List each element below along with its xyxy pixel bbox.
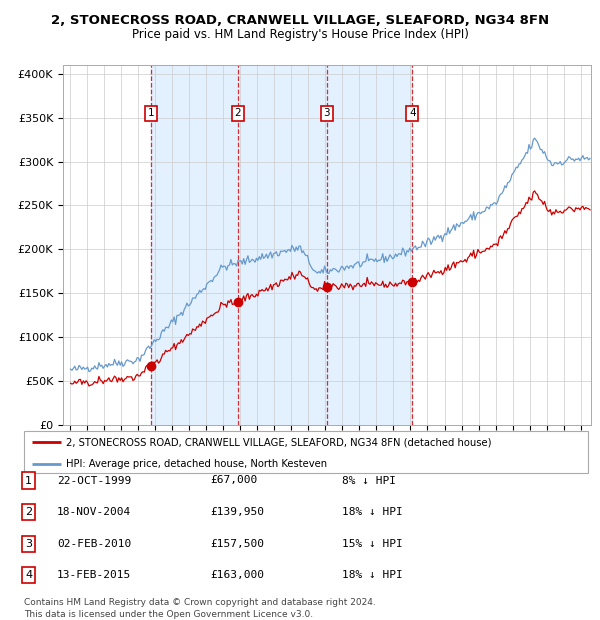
Text: £139,950: £139,950 [210, 507, 264, 517]
Text: 4: 4 [409, 108, 416, 118]
Text: HPI: Average price, detached house, North Kesteven: HPI: Average price, detached house, Nort… [66, 459, 328, 469]
Text: £163,000: £163,000 [210, 570, 264, 580]
Text: Contains HM Land Registry data © Crown copyright and database right 2024.
This d: Contains HM Land Registry data © Crown c… [24, 598, 376, 619]
Text: 22-OCT-1999: 22-OCT-1999 [57, 476, 131, 485]
Text: 2: 2 [235, 108, 241, 118]
Text: 4: 4 [25, 570, 32, 580]
Text: 18% ↓ HPI: 18% ↓ HPI [342, 570, 403, 580]
Text: Price paid vs. HM Land Registry's House Price Index (HPI): Price paid vs. HM Land Registry's House … [131, 28, 469, 41]
Text: £67,000: £67,000 [210, 476, 257, 485]
Text: 2, STONECROSS ROAD, CRANWELL VILLAGE, SLEAFORD, NG34 8FN: 2, STONECROSS ROAD, CRANWELL VILLAGE, SL… [51, 14, 549, 27]
Text: 13-FEB-2015: 13-FEB-2015 [57, 570, 131, 580]
Text: 3: 3 [25, 539, 32, 549]
Text: 2, STONECROSS ROAD, CRANWELL VILLAGE, SLEAFORD, NG34 8FN (detached house): 2, STONECROSS ROAD, CRANWELL VILLAGE, SL… [66, 437, 492, 447]
Text: 18% ↓ HPI: 18% ↓ HPI [342, 507, 403, 517]
Text: £157,500: £157,500 [210, 539, 264, 549]
Text: 1: 1 [148, 108, 154, 118]
Text: 15% ↓ HPI: 15% ↓ HPI [342, 539, 403, 549]
Text: 3: 3 [323, 108, 330, 118]
Text: 1: 1 [25, 476, 32, 485]
Text: 8% ↓ HPI: 8% ↓ HPI [342, 476, 396, 485]
FancyBboxPatch shape [24, 431, 588, 473]
Bar [151, 65, 412, 425]
Text: 2: 2 [25, 507, 32, 517]
Text: 02-FEB-2010: 02-FEB-2010 [57, 539, 131, 549]
Text: 18-NOV-2004: 18-NOV-2004 [57, 507, 131, 517]
